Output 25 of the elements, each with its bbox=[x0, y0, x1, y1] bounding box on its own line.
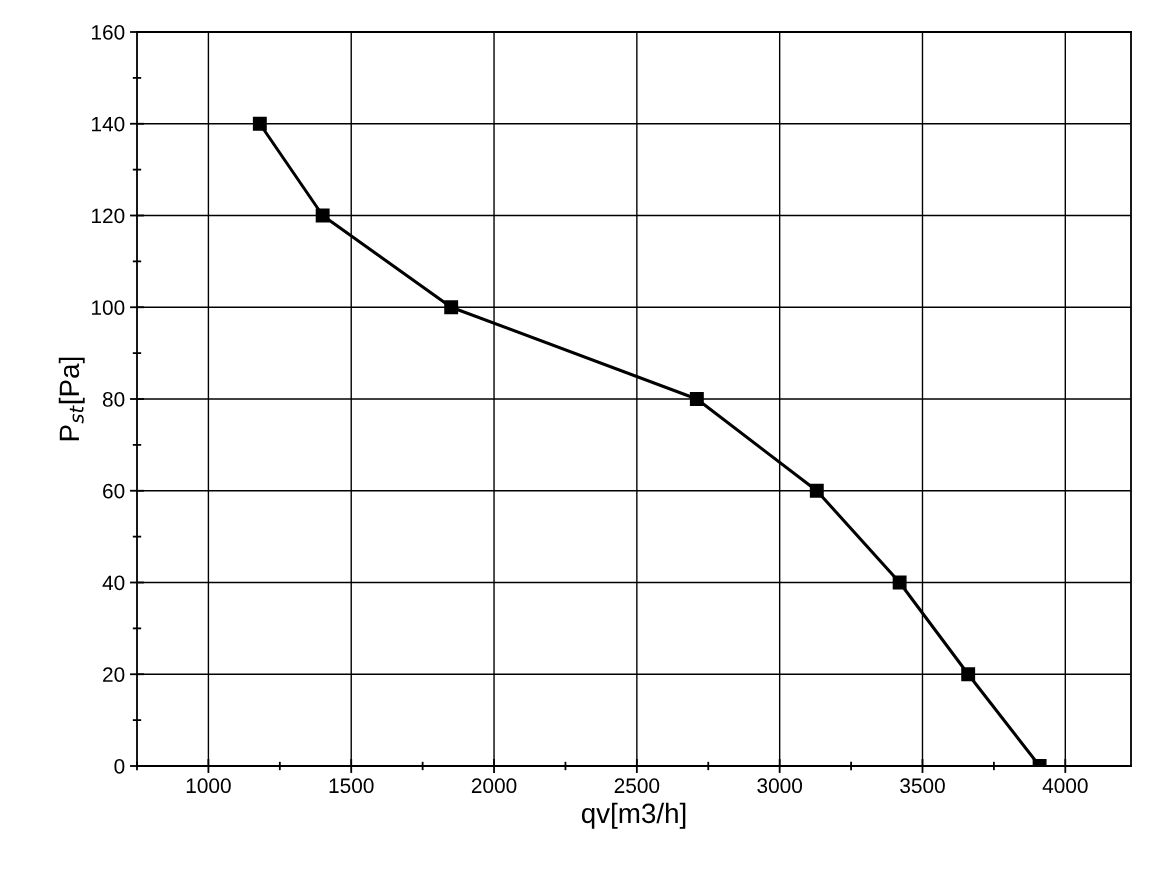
y-tick-label: 60 bbox=[103, 483, 125, 499]
y-tick-label: 160 bbox=[92, 25, 125, 40]
x-tick-label: 2500 bbox=[614, 778, 660, 794]
point bbox=[315, 208, 330, 223]
point bbox=[689, 392, 704, 406]
y-tick-label: 40 bbox=[102, 575, 125, 591]
y-tick-label: 100 bbox=[92, 300, 125, 315]
point bbox=[961, 667, 976, 682]
y-tick-label: 140 bbox=[92, 116, 125, 132]
x-tick-label: 1000 bbox=[186, 778, 231, 794]
point bbox=[444, 300, 459, 315]
y-tick-label: 0 bbox=[114, 759, 125, 774]
point bbox=[252, 116, 267, 131]
x-tick-label: 3000 bbox=[757, 778, 803, 794]
x-tick-label: 3500 bbox=[900, 778, 945, 794]
x-axis-title: qv[m3/h] bbox=[581, 802, 686, 829]
x-tick-label: 2000 bbox=[471, 778, 517, 794]
y-tick-label: 20 bbox=[103, 667, 125, 682]
point bbox=[809, 483, 824, 498]
y-axis-title: P$_{st}$[Pa] bbox=[58, 357, 85, 441]
y-tick-label: 80 bbox=[102, 392, 125, 407]
x-tick-label: 1500 bbox=[329, 778, 374, 794]
x-tick-label: 4000 bbox=[1042, 778, 1088, 794]
point bbox=[892, 575, 907, 590]
y-tick-label: 120 bbox=[92, 208, 125, 224]
